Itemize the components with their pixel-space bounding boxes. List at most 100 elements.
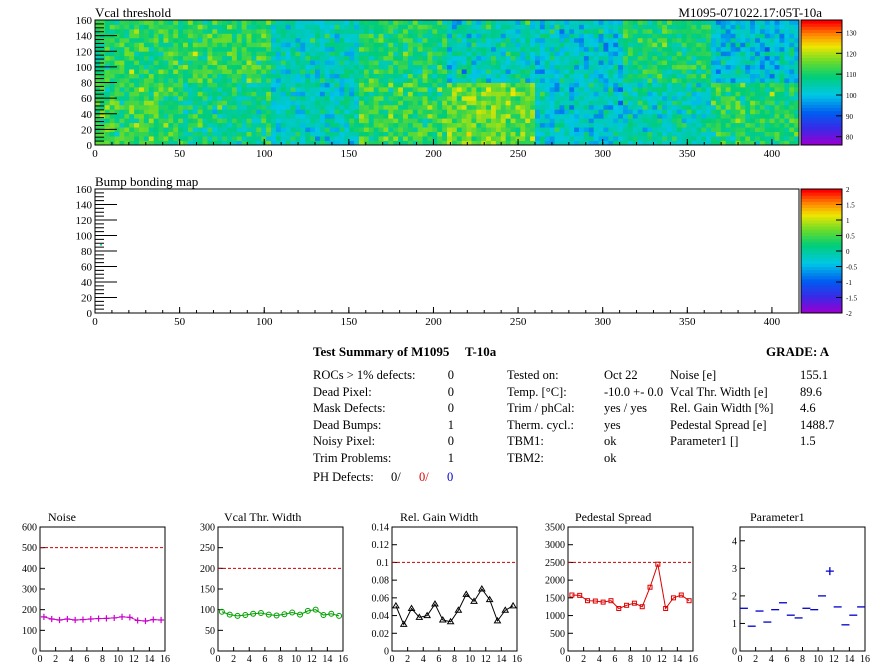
heat-pixel [422, 24, 428, 30]
heat-pixel [525, 136, 531, 141]
heat-pixel [163, 78, 169, 83]
heat-pixel [500, 55, 507, 61]
x-tick-label: 400 [764, 316, 781, 328]
heat-pixel [202, 109, 208, 115]
heat-pixel [451, 127, 458, 133]
heat-pixel [305, 122, 311, 128]
heat-pixel [725, 20, 731, 25]
heat-pixel [515, 51, 521, 57]
colorbar-segment [801, 29, 842, 33]
heat-pixel [603, 109, 609, 115]
heat-pixel [755, 127, 761, 133]
heat-pixel [691, 78, 697, 83]
heat-pixel [471, 100, 477, 106]
heat-pixel [383, 64, 389, 70]
heat-pixel [305, 91, 311, 97]
heat-pixel [295, 55, 301, 61]
heat-pixel [667, 100, 673, 106]
x-tick-label: 16 [688, 654, 698, 665]
heat-pixel [109, 86, 115, 92]
heat-pixel [495, 127, 502, 133]
heat-pixel [730, 55, 736, 61]
heat-pixel [104, 86, 111, 92]
x-tick-label: 0 [92, 316, 98, 328]
heat-pixel [334, 122, 340, 128]
heat-pixel [671, 51, 678, 57]
heat-pixel [427, 55, 433, 61]
heat-pixel [192, 37, 199, 43]
heat-pixel [212, 122, 218, 128]
heat-pixel [148, 109, 155, 115]
heat-pixel [403, 118, 409, 124]
defect-value: 0 [447, 434, 454, 449]
heat-pixel [368, 28, 375, 34]
heat-pixel [745, 140, 751, 146]
heat-pixel [99, 69, 106, 74]
heat-pixel [192, 131, 199, 137]
heat-pixel [300, 118, 306, 124]
heat-pixel [334, 20, 340, 25]
heat-pixel [769, 33, 775, 39]
heat-pixel [153, 113, 159, 119]
colorbar-segment [801, 306, 842, 311]
heat-pixel [750, 91, 756, 97]
heat-pixel [764, 78, 771, 83]
heat-pixel [574, 118, 580, 124]
colorbar-segment [801, 278, 842, 283]
heat-pixel [197, 82, 203, 88]
heat-pixel [686, 28, 692, 34]
heat-pixel [652, 104, 658, 110]
heat-pixel [769, 127, 775, 133]
heat-pixel [471, 118, 477, 124]
heat-pixel [261, 86, 267, 92]
heat-pixel [290, 127, 296, 133]
heat-pixel [324, 95, 331, 101]
heat-pixel [324, 78, 331, 83]
heat-pixel [706, 55, 712, 61]
heat-pixel [627, 113, 634, 119]
data-point [639, 604, 645, 610]
heat-pixel [300, 73, 306, 79]
heat-pixel [104, 113, 111, 119]
data-point [577, 592, 583, 598]
heat-pixel [750, 122, 756, 128]
heat-pixel [129, 55, 135, 61]
heat-pixel [466, 55, 472, 61]
heat-pixel [515, 95, 521, 101]
heat-pixel [486, 118, 492, 124]
heat-pixel [696, 86, 702, 92]
heat-pixel [603, 37, 609, 43]
heat-pixel [231, 104, 238, 110]
heat-pixel [285, 42, 291, 48]
heat-pixel [608, 136, 614, 141]
heat-pixel [202, 95, 208, 101]
heat-pixel [212, 28, 218, 34]
heat-pixel [129, 127, 135, 133]
heat-pixel [109, 104, 115, 110]
heat-pixel [447, 131, 453, 137]
heat-pixel [354, 28, 360, 34]
heat-pixel [212, 20, 218, 25]
heat-pixel [227, 42, 233, 48]
heat-pixel [412, 69, 419, 74]
heat-pixel [471, 64, 477, 70]
heat-pixel [559, 28, 565, 34]
heat-pixel [422, 136, 428, 141]
heat-pixel [266, 100, 272, 106]
heat-pixel [735, 82, 741, 88]
heat-pixel [271, 73, 277, 79]
heat-pixel [266, 127, 272, 133]
heat-pixel [764, 60, 771, 66]
data-point [423, 611, 432, 619]
heat-pixel [466, 82, 472, 88]
heat-pixel [740, 37, 746, 43]
heat-pixel [207, 104, 213, 110]
heat-pixel [119, 82, 125, 88]
data-point [134, 617, 141, 624]
heat-pixel [104, 78, 111, 83]
heat-pixel [466, 60, 472, 66]
heat-pixel [207, 69, 213, 74]
heat-pixel [730, 33, 736, 39]
heat-pixel [134, 104, 140, 110]
heat-pixel [422, 131, 428, 137]
